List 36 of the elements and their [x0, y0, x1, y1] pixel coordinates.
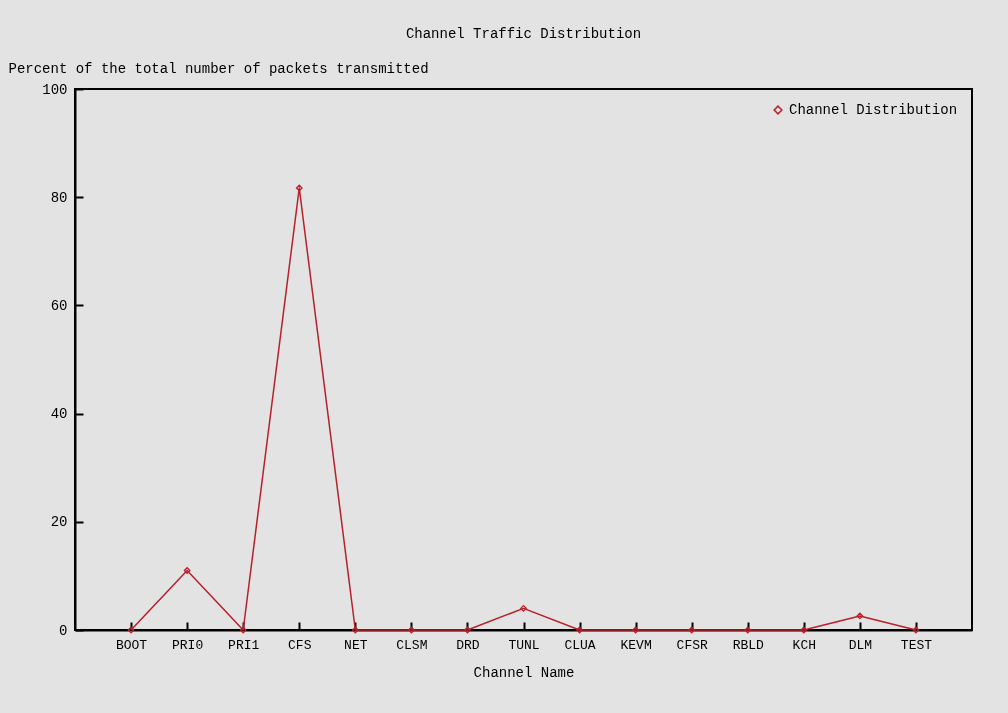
x-tick-label: TEST: [900, 637, 933, 653]
point: [800, 626, 808, 634]
x-tick-label: TUNL: [508, 637, 540, 653]
point: [464, 626, 471, 634]
point: [576, 626, 583, 634]
y-tick-label: 60: [50, 297, 68, 314]
y-tick-label: 80: [50, 189, 68, 206]
x-tick-label: PRI0: [172, 637, 204, 653]
x-tick-label: RBLD: [732, 637, 765, 653]
x-tick-label: NET: [344, 637, 368, 653]
y-tick-label: 0: [59, 622, 68, 639]
x-tick-label: PRI1: [228, 637, 260, 653]
x-tick-label: DRD: [456, 637, 480, 653]
y-axis-title: Percent of the total number of packets transmitted: [8, 60, 429, 77]
y-tick-label: 40: [50, 406, 68, 423]
y-tick-label: 20: [50, 514, 68, 531]
point: [239, 626, 247, 634]
legend-label: Channel Distribution: [789, 102, 958, 118]
x-tick-label: CFS: [288, 637, 312, 653]
x-tick-label: CLUA: [564, 637, 596, 653]
point: [407, 626, 415, 634]
y-tick-label: 100: [42, 81, 68, 98]
point: [912, 626, 920, 634]
x-tick-label: DLM: [848, 637, 873, 653]
x-tick-label: CFSR: [676, 637, 708, 653]
point: [183, 567, 191, 574]
point: [520, 604, 527, 612]
chart-title: Channel Traffic Distribution: [405, 26, 642, 42]
x-axis-title: Channel Name: [473, 664, 575, 681]
x-tick-label: KCH: [792, 637, 817, 653]
x-tick-label: BOOT: [115, 637, 148, 653]
x-tick-label: CLSM: [396, 637, 428, 653]
point: [632, 626, 640, 634]
x-tick-label: KEVM: [620, 637, 652, 653]
point: [127, 626, 135, 634]
point: [856, 612, 864, 620]
